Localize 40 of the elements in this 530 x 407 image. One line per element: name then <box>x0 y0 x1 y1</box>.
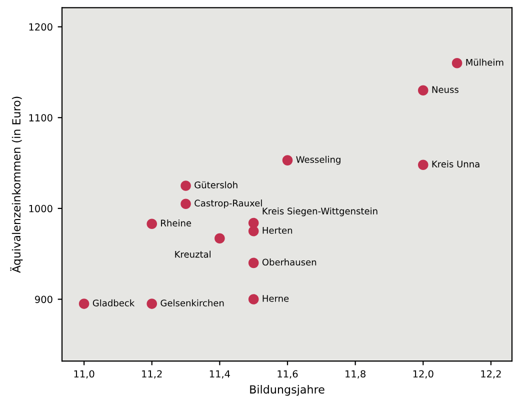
annotation: Herne <box>262 295 289 302</box>
point <box>452 58 462 68</box>
annotation: Kreuztal <box>175 250 211 258</box>
point <box>214 233 225 244</box>
annotation: Oberhausen <box>262 258 316 266</box>
x-tick-label: 11,0 <box>74 370 94 379</box>
x-tick-label: 11,4 <box>210 370 230 379</box>
annotation: Kreis Unna <box>432 160 480 168</box>
point <box>248 258 259 268</box>
x-tick-label: 11,8 <box>346 370 366 379</box>
x-tick-label: 12,2 <box>481 370 501 379</box>
x-tick-label: 11,2 <box>142 370 162 379</box>
annotation: Gütersloh <box>194 181 238 188</box>
point <box>180 198 191 210</box>
y-axis-title: Äquivalenzeinkommen (in Euro) <box>10 96 23 273</box>
point <box>282 155 293 166</box>
point <box>248 294 259 304</box>
point <box>78 298 90 309</box>
annotation: Rheine <box>161 220 192 226</box>
annotation: Gladbeck <box>92 299 135 306</box>
annotation: Gelsenkirchen <box>160 299 224 306</box>
point <box>146 298 158 309</box>
point <box>418 160 428 170</box>
annotation: Mülheim <box>466 58 504 66</box>
annotation: Castrop-Rauxel <box>194 200 262 208</box>
point <box>146 218 158 230</box>
annotation: Wesseling <box>296 156 340 165</box>
point <box>418 85 428 96</box>
x-tick-label: 12,0 <box>413 370 434 379</box>
y-tick-label: 1000 <box>29 204 52 212</box>
x-axis-title: Bildungsjahre <box>250 385 324 396</box>
x-tick-label: 11,6 <box>278 370 298 379</box>
annotation: Neuss <box>432 86 458 93</box>
annotation: Herten <box>262 227 292 234</box>
point <box>248 226 259 236</box>
annotation: Kreis Siegen-Wittgenstein <box>262 207 378 216</box>
y-tick-label: 1100 <box>29 114 52 122</box>
y-tick-label: 1200 <box>29 23 52 31</box>
y-tick-label: 900 <box>35 296 52 304</box>
point <box>180 180 191 191</box>
